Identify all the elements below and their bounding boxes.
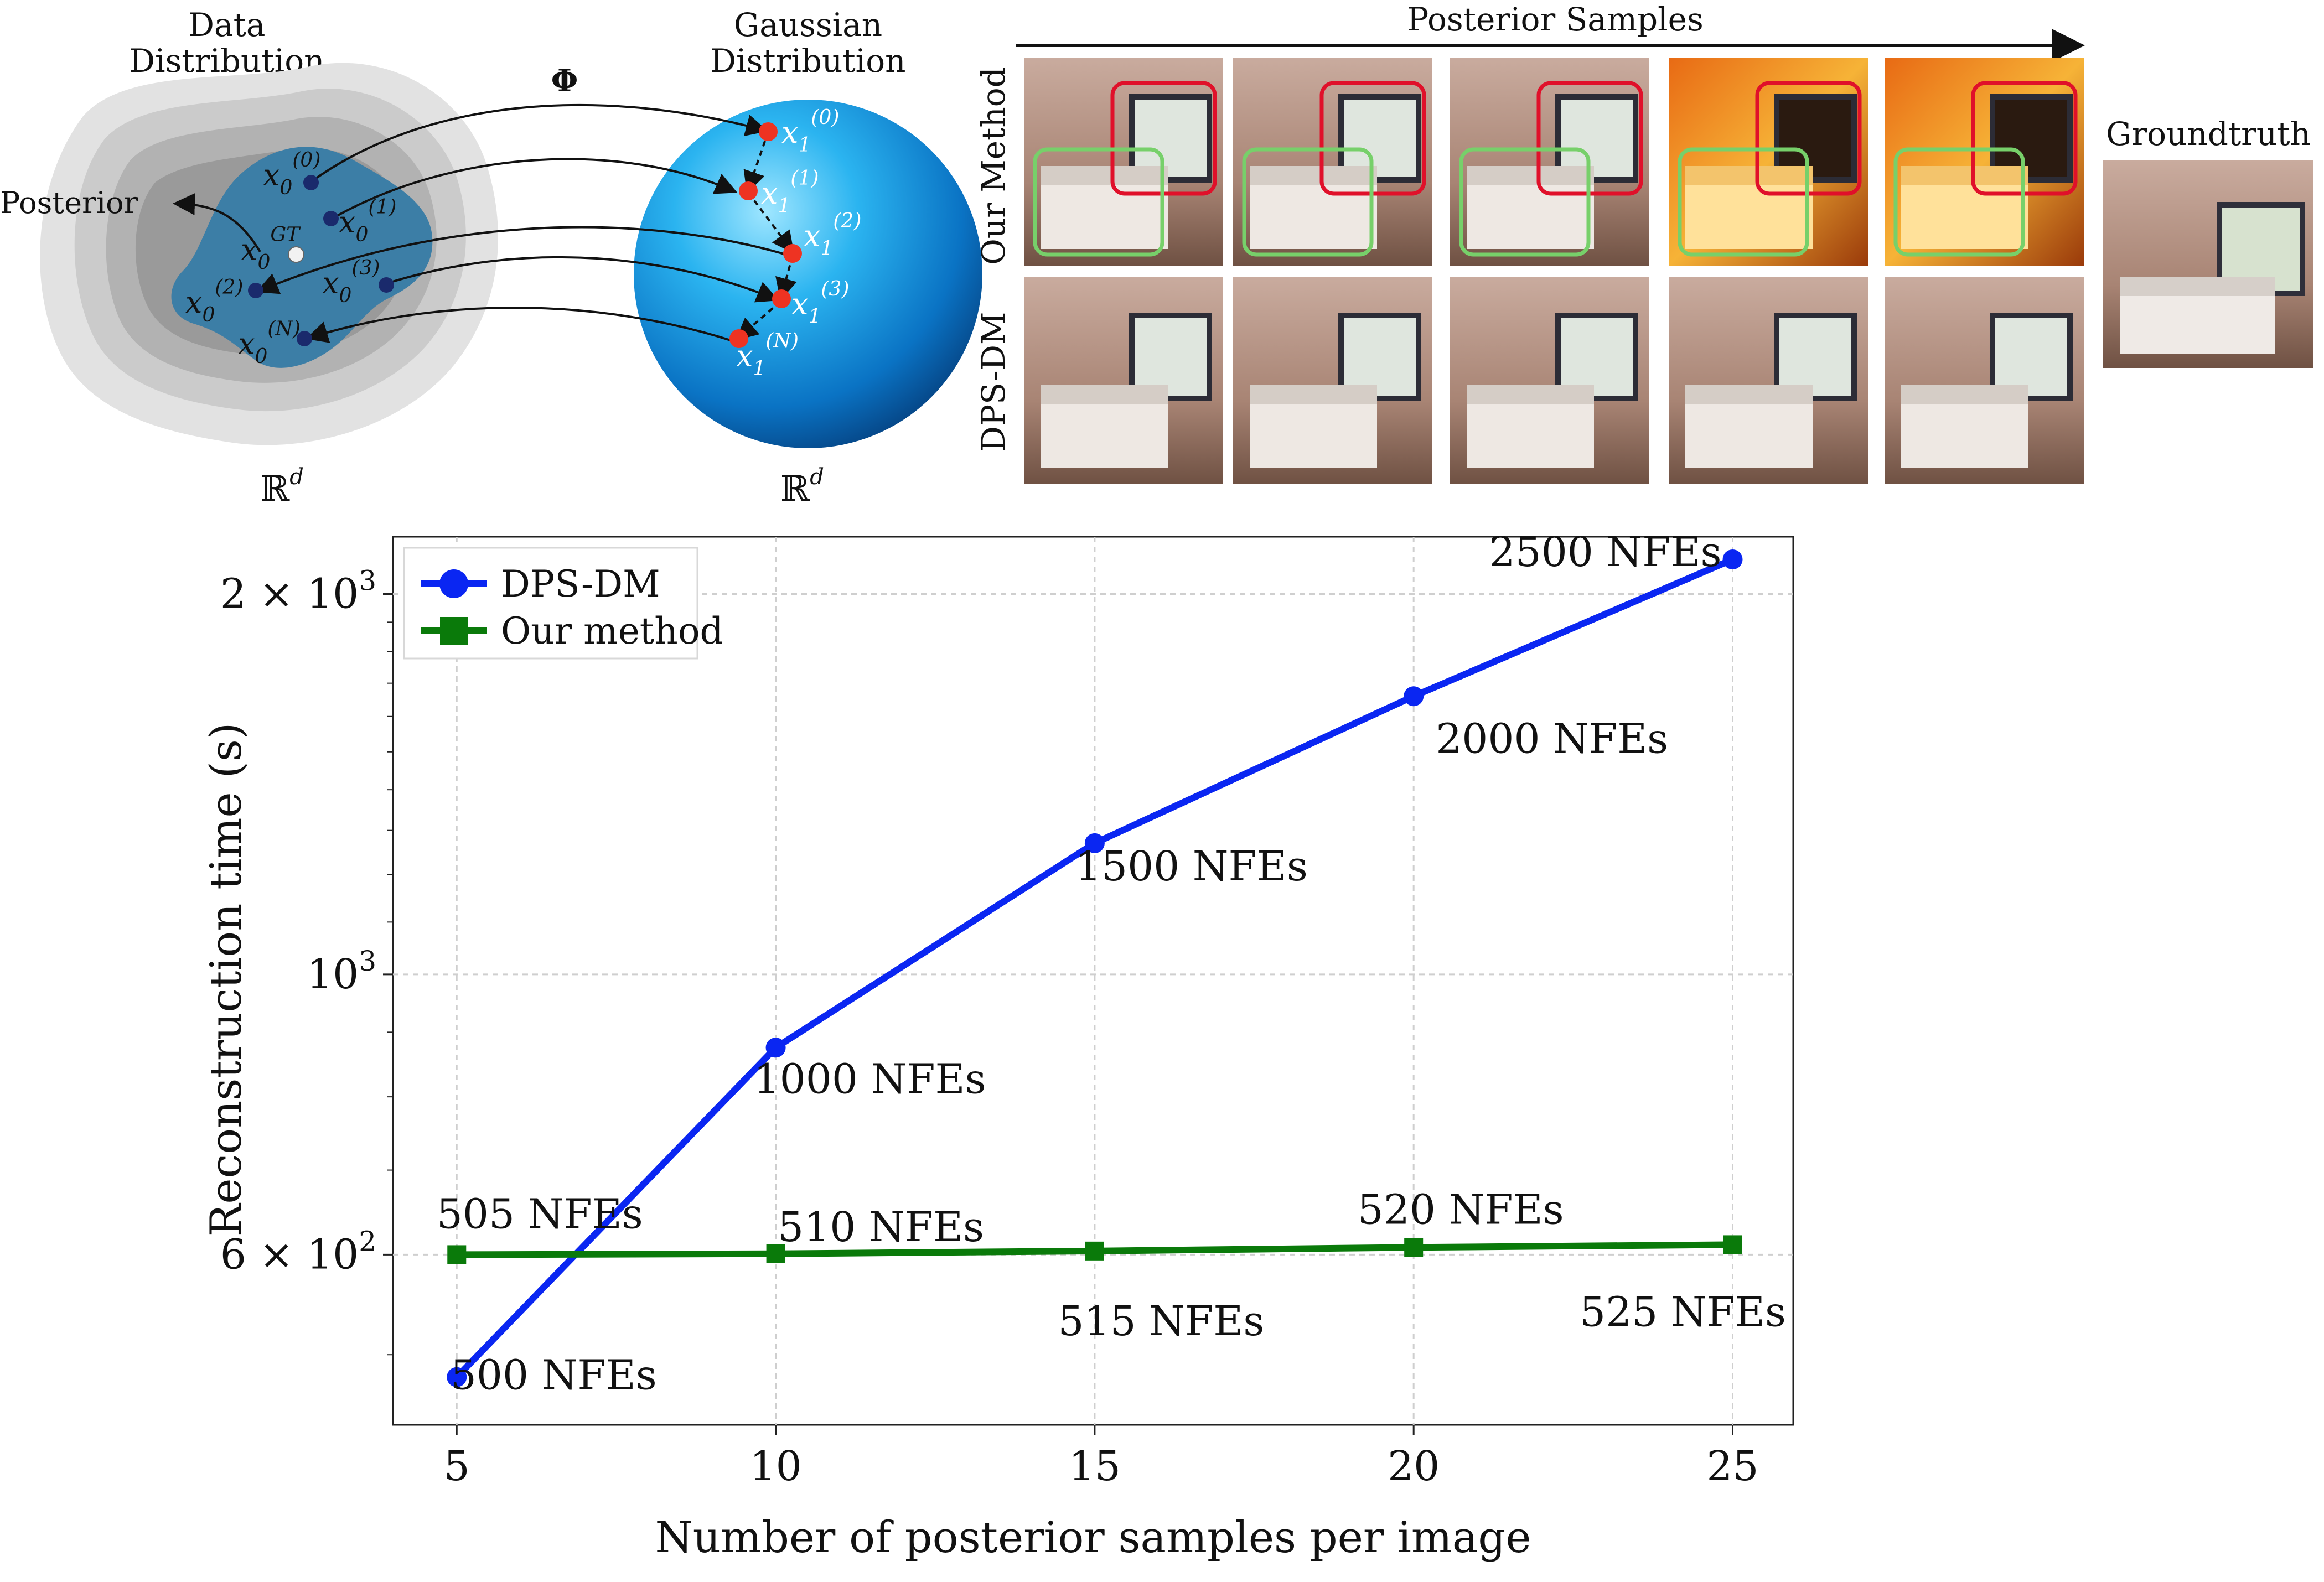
y-axis-ticks: 2 × 103 103 6 × 102 — [220, 564, 393, 1356]
latent-space-label: ℝd — [780, 464, 824, 510]
point-dps-dm-5 — [447, 1367, 467, 1387]
annotation-dps-dm-25: 2500 NFEs — [1489, 528, 1722, 576]
svg-text:x0(2): x0(2) — [185, 276, 243, 326]
svg-text:x0(0): x0(0) — [263, 149, 320, 199]
svg-text:x1(3): x1(3) — [791, 278, 849, 328]
annotation-our-method-25: 525 NFEs — [1580, 1288, 1786, 1336]
legend-marker-our-method — [440, 617, 468, 645]
svg-text:x0(1): x0(1) — [339, 196, 396, 246]
our-method-sample-4 — [1669, 58, 1868, 266]
legend-marker-dps-dm — [439, 569, 468, 598]
groundtruth-image — [2103, 160, 2313, 368]
point-dps-dm-20 — [1404, 686, 1424, 707]
dps-dm-sample-3 — [1450, 277, 1649, 484]
data-point-labels: x0(0) x0(1) x0GT x0(2) x0(3) x0(N) — [185, 149, 396, 368]
point-dps-dm-25 — [1722, 549, 1743, 570]
legend: DPS-DM Our method — [403, 547, 723, 660]
point-our-method-25 — [1723, 1235, 1742, 1254]
reconstruction-time-chart: 500 NFEs 1000 NFEs 1500 NFEs 2000 NFEs 2500 … — [201, 528, 1794, 1563]
row-label-dps-dm: DPS-DM — [975, 312, 1012, 452]
annotation-dps-dm-5: 500 NFEs — [451, 1352, 657, 1399]
dps-dm-sample-2 — [1233, 277, 1432, 484]
annotation-our-method-15: 515 NFEs — [1058, 1298, 1264, 1345]
point-our-method-15 — [1085, 1241, 1104, 1261]
x-tick-label-5: 5 — [444, 1443, 470, 1490]
svg-text:x0(N): x0(N) — [238, 318, 301, 368]
x-axis-label: Number of posterior samples per image — [655, 1513, 1531, 1563]
data-point-dots — [248, 175, 394, 346]
svg-text:x1(0): x1(0) — [781, 106, 839, 157]
gaussian-distribution-title-line2: Distribution — [710, 42, 905, 80]
svg-text:x1(1): x1(1) — [761, 167, 819, 217]
our-method-sample-2 — [1233, 58, 1432, 266]
annotation-dps-dm-15: 1500 NFEs — [1075, 843, 1308, 890]
y-tick-label-2000: 2 × 103 — [220, 564, 376, 618]
dps-dm-sample-5 — [1885, 277, 2084, 484]
mapping-arrows — [256, 103, 786, 343]
point-our-method-20 — [1404, 1238, 1424, 1257]
svg-text:x0(3): x0(3) — [322, 257, 380, 307]
dps-dm-sample-4 — [1669, 277, 1868, 484]
point-annotations: 500 NFEs 1000 NFEs 1500 NFEs 2000 NFEs 2500 … — [437, 528, 1786, 1399]
posterior-arrow — [173, 193, 261, 253]
legend-label-dps-dm: DPS-DM — [501, 563, 660, 605]
plot-area — [392, 536, 1794, 1426]
svg-text:x1(2): x1(2) — [804, 210, 861, 260]
point-dps-dm-10 — [765, 1038, 786, 1058]
annotation-our-method-10: 510 NFEs — [778, 1204, 984, 1251]
groundtruth-label: Groundtruth — [2106, 115, 2311, 153]
point-dps-dm-15 — [1084, 833, 1105, 853]
latent-trajectory — [735, 131, 797, 341]
gaussian-distribution-title-line1: Gaussian — [734, 6, 882, 44]
x-tick-label-25: 25 — [1706, 1443, 1758, 1490]
x-tick-label-10: 10 — [749, 1443, 801, 1490]
annotation-our-method-5: 505 NFEs — [437, 1190, 643, 1238]
row-label-our-method: Our Method — [975, 67, 1012, 265]
posterior-label: Posterior — [0, 185, 138, 220]
mapping-diagram: Data Distribution Gaussian Distribution — [0, 6, 982, 510]
x-tick-label-20: 20 — [1388, 1443, 1440, 1490]
svg-text:x0GT: x0GT — [241, 224, 301, 274]
phi-label: Φ — [551, 63, 578, 99]
svg-text:x1(N): x1(N) — [736, 330, 799, 380]
series-markers — [447, 549, 1743, 1387]
point-our-method-5 — [447, 1245, 467, 1264]
data-space-label: ℝd — [260, 464, 304, 510]
our-method-sample-5 — [1885, 58, 2084, 266]
latent-point-dots — [729, 122, 802, 348]
y-tick-label-1000: 103 — [307, 945, 376, 998]
data-distribution-title-line1: Data — [189, 6, 266, 44]
dps-dm-sample-1 — [1024, 277, 1223, 484]
legend-label-our-method: Our method — [501, 610, 723, 652]
our-method-sample-3 — [1450, 58, 1649, 266]
annotation-dps-dm-10: 1000 NFEs — [754, 1055, 986, 1103]
posterior-samples-panel: Posterior Samples Our Method DPS-DM Grou… — [975, 1, 2313, 484]
x-axis-ticks: 5 10 15 20 25 — [444, 1425, 1759, 1490]
y-axis-label: Reconstruction time (s) — [201, 723, 251, 1237]
our-method-sample-1 — [1024, 58, 1223, 266]
annotation-our-method-20: 520 NFEs — [1358, 1186, 1564, 1233]
sample-thumbnail-grid — [1024, 58, 2084, 484]
x-tick-label-15: 15 — [1069, 1443, 1121, 1490]
point-our-method-10 — [766, 1244, 785, 1263]
data-distribution-blob — [40, 63, 499, 445]
annotation-dps-dm-20: 2000 NFEs — [1436, 715, 1668, 763]
posterior-samples-header: Posterior Samples — [1407, 1, 1703, 38]
latent-point-labels: x1(0) x1(1) x1(2) x1(3) x1(N) — [736, 106, 861, 380]
y-tick-label-600: 6 × 102 — [220, 1225, 376, 1278]
